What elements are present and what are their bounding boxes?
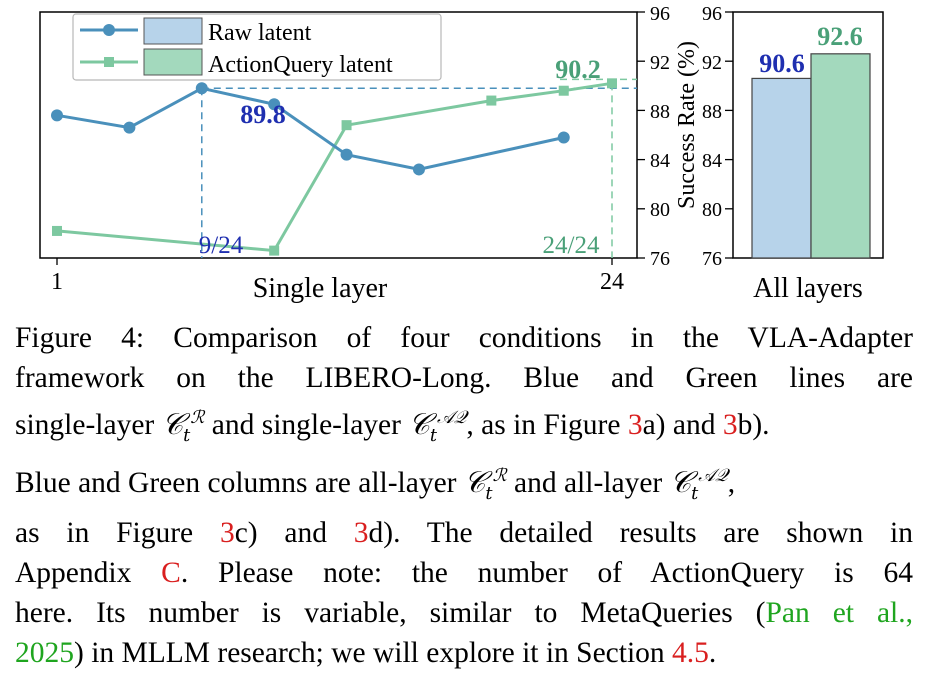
legend-label-actionquery-latent: ActionQuery latent xyxy=(208,52,393,78)
bar-value-label-92-6: 92.6 xyxy=(817,22,863,51)
caption-text: framework on the LIBERO-Long. Blue and G… xyxy=(15,362,913,394)
caption-text: Appendix xyxy=(15,557,132,590)
bar-chart-panel: 96 92 88 84 80 76 90.6 92.6 All layers xyxy=(702,3,884,304)
y-axis-label-success-rate: Success Rate (%) xyxy=(674,41,700,209)
actionquery-latent-line xyxy=(56,81,613,253)
citation-pan-link[interactable]: Pan et al., xyxy=(765,597,914,630)
math-c-t-r: 𝒞tℛ xyxy=(161,406,205,446)
legend: Raw latent ActionQuery latent xyxy=(72,13,442,81)
caption-line-3: single-layer 𝒞tℛ and single-layer 𝒞t𝒜𝒬, … xyxy=(15,398,913,456)
annotation-89-8: 89.8 xyxy=(240,100,286,129)
actionquery-latent-point-3 xyxy=(486,95,497,106)
caption-text: Figure 4: Comparison of four conditions … xyxy=(15,322,913,354)
caption-line-7: here. Its number is variable, similar to… xyxy=(15,593,913,633)
raw-latent-point-0 xyxy=(51,109,63,122)
actionquery-latent-point-0 xyxy=(52,225,62,236)
annotation-24-of-24: 24/24 xyxy=(543,232,600,259)
legend-label-raw-latent: Raw latent xyxy=(208,20,312,46)
legend-marker-actionquery-latent xyxy=(104,57,114,67)
y-tick-label-76: 76 xyxy=(650,248,670,270)
caption-text: ) in MLLM research; we will explore it i… xyxy=(74,637,665,670)
raw-latent-point-1 xyxy=(123,121,136,134)
caption-line-4: Blue and Green columns are all-layer 𝒞tℛ… xyxy=(15,456,913,514)
bar-y-tick-label-80: 80 xyxy=(702,199,722,221)
caption-line-5: as in Figure 3c) and 3d). The detailed r… xyxy=(15,513,913,553)
bar-actionquery-latent xyxy=(810,53,871,259)
actionquery-latent-point-4 xyxy=(558,85,569,96)
caption-line-8: 2025) in MLLM research; we will explore … xyxy=(15,633,913,673)
raw-latent-point-5 xyxy=(412,163,425,176)
y-tick-label-88: 88 xyxy=(650,101,670,123)
line-series-group xyxy=(51,78,617,256)
citation-year-link[interactable]: 2025 xyxy=(15,637,74,670)
caption-text: Blue and Green columns are all-layer xyxy=(15,466,457,499)
raw-latent-point-6 xyxy=(557,131,570,144)
legend-swatch-actionquery-latent xyxy=(143,48,203,76)
actionquery-latent-point-5 xyxy=(607,78,617,89)
caption-text: a) and xyxy=(642,408,716,441)
caption-text: c) and xyxy=(234,517,327,550)
legend-marker-raw-latent xyxy=(103,24,115,36)
caption-line-2: framework on the LIBERO-Long. Blue and G… xyxy=(15,358,913,398)
appendix-c-link[interactable]: C xyxy=(161,557,181,590)
figure-3-link[interactable]: 3 xyxy=(353,517,369,550)
caption-text: , xyxy=(727,466,736,499)
bar-chart-ticks xyxy=(725,11,733,259)
figure-3-link[interactable]: 3 xyxy=(627,408,643,441)
figure-caption: Figure 4: Comparison of four conditions … xyxy=(15,318,913,673)
caption-text: and all-layer xyxy=(514,466,663,499)
x-axis-label-single-layer: Single layer xyxy=(253,273,388,304)
y-tick-label-96: 96 xyxy=(650,3,670,25)
actionquery-latent-point-2 xyxy=(341,120,352,131)
bar-value-label-90-6: 90.6 xyxy=(759,49,805,78)
raw-latent-point-2 xyxy=(195,82,208,95)
caption-line-6: Appendix C. Please note: the number of A… xyxy=(15,553,913,593)
bar-raw-latent xyxy=(751,77,812,259)
line-chart-frame xyxy=(39,11,638,259)
raw-latent-point-3 xyxy=(268,98,281,111)
caption-text: b). xyxy=(737,408,770,441)
bar-y-tick-label-84: 84 xyxy=(702,150,722,172)
x-tick-label-1: 1 xyxy=(51,269,63,295)
annotation-90-2: 90.2 xyxy=(555,55,601,84)
section-4-5-link[interactable]: 4.5 xyxy=(672,637,709,670)
math-c-t-aq: 𝒞t𝒜𝒬 xyxy=(408,406,467,446)
line-chart-ticks xyxy=(56,11,645,265)
x-tick-label-24: 24 xyxy=(600,269,624,295)
caption-text: as in Figure xyxy=(15,517,194,550)
caption-text: . Please note: the number of ActionQuery… xyxy=(180,557,914,590)
math-c-t-aq: 𝒞t𝒜𝒬 xyxy=(669,464,728,504)
caption-text: , as in Figure xyxy=(466,408,621,441)
x-axis-label-all-layers: All layers xyxy=(753,273,863,304)
line-chart-panel: 89.8 90.2 9/24 24/24 1 24 Single layer 9… xyxy=(39,3,670,304)
math-c-t-r: 𝒞tℛ xyxy=(463,464,507,504)
bar-group xyxy=(751,53,871,259)
figure-3-link[interactable]: 3 xyxy=(722,408,738,441)
caption-text: here. Its number is variable, similar to… xyxy=(15,597,766,630)
caption-text: single-layer xyxy=(15,408,155,441)
y-tick-label-84: 84 xyxy=(650,150,670,172)
raw-latent-point-4 xyxy=(340,148,353,161)
annotation-9-of-24: 9/24 xyxy=(199,232,244,259)
caption-text: . xyxy=(708,637,717,670)
bar-y-tick-label-92: 92 xyxy=(702,52,722,74)
bar-y-tick-label-88: 88 xyxy=(702,101,722,123)
bar-y-tick-label-96: 96 xyxy=(702,3,722,25)
actionquery-latent-point-1 xyxy=(269,245,280,256)
caption-text: and single-layer xyxy=(211,408,401,441)
y-tick-label-92: 92 xyxy=(650,52,670,74)
figure-4-chart: 89.8 90.2 9/24 24/24 1 24 Single layer 9… xyxy=(39,3,884,304)
bar-y-tick-label-76: 76 xyxy=(702,248,722,270)
legend-swatch-raw-latent xyxy=(143,17,203,45)
caption-line-1: Figure 4: Comparison of four conditions … xyxy=(15,318,913,358)
y-tick-label-80: 80 xyxy=(650,199,670,221)
figure-3-link[interactable]: 3 xyxy=(219,517,235,550)
caption-text: d). The detailed results are shown in xyxy=(368,517,913,550)
